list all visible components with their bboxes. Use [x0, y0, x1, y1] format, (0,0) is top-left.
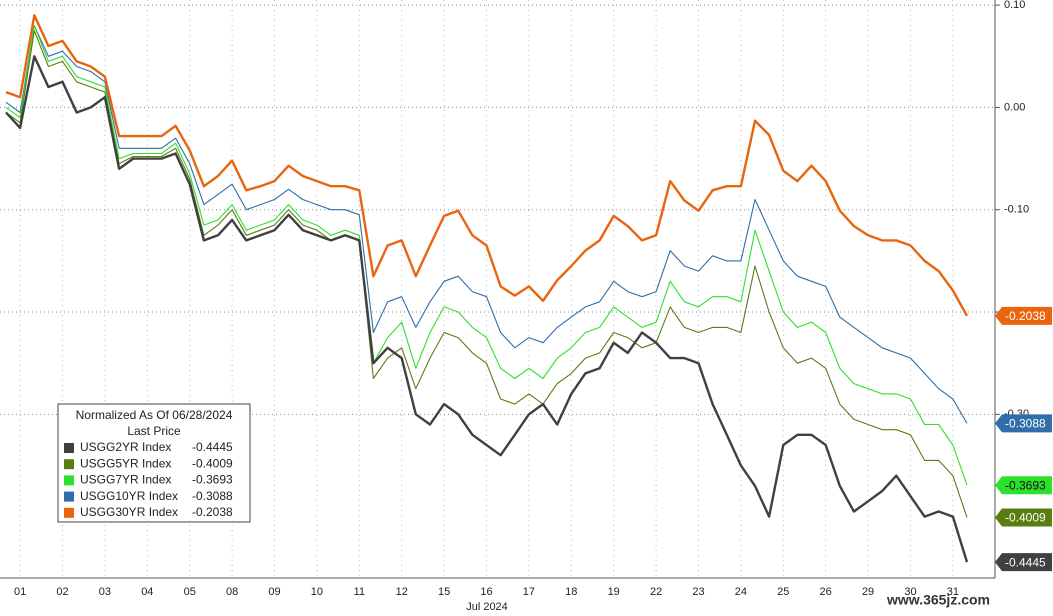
price-tag-label: -0.2038	[1005, 309, 1046, 323]
legend-swatch	[64, 475, 74, 486]
series-line	[5, 25, 968, 424]
legend-label: USGG10YR Index	[80, 489, 178, 503]
x-tick-label: 29	[862, 586, 874, 598]
x-tick-label: 09	[268, 586, 280, 598]
price-tags: -0.4445 -0.4009 -0.3693 -0.3088 -0.2038	[995, 306, 1052, 572]
x-tick-label: 12	[396, 586, 408, 598]
x-tick-label: 26	[820, 586, 832, 598]
x-tick-label: 01	[14, 586, 26, 598]
x-tick-label: 08	[226, 586, 238, 598]
series-line	[5, 30, 968, 518]
x-tick-label: 24	[735, 586, 747, 598]
x-tick-label: 10	[311, 586, 323, 598]
x-tick-label: 03	[99, 586, 111, 598]
x-tick-label: 11	[354, 586, 365, 598]
legend-label: USGG7YR Index	[80, 473, 171, 487]
legend-swatch	[64, 443, 74, 453]
series-line	[5, 14, 969, 317]
legend-value: -0.2038	[192, 505, 233, 519]
legend-subtitle: Last Price	[127, 424, 181, 438]
x-tick-label: 31	[947, 586, 959, 598]
series-line	[5, 25, 968, 486]
price-tag	[995, 553, 1052, 572]
legend-box	[57, 403, 251, 523]
legend-value: -0.3088	[192, 489, 233, 503]
legend-swatch	[64, 491, 74, 502]
price-tag	[995, 414, 1052, 433]
x-axis-label: Jul 2024	[466, 601, 508, 613]
y-tick-label: 0.00	[1004, 101, 1025, 113]
legend-value: -0.3693	[192, 473, 233, 487]
x-tick-label: 02	[56, 586, 68, 598]
x-tick-label: 23	[692, 586, 704, 598]
price-tag-label: -0.4445	[1005, 555, 1046, 569]
grid: 0.100.00-0.10-0.20-0.3001020304050809101…	[0, 0, 1029, 598]
x-tick-label: 25	[777, 586, 789, 598]
x-tick-label: 04	[141, 586, 153, 598]
y-tick-label: 0.10	[1004, 0, 1025, 11]
legend: Normalized As Of 06/28/2024 Last Price U…	[57, 403, 251, 523]
y-tick-label: -0.10	[1004, 204, 1029, 216]
x-tick-label: 16	[480, 586, 492, 598]
legend-label: USGG5YR Index	[80, 456, 171, 470]
x-tick-label: 30	[904, 586, 916, 598]
price-tag-label: -0.4009	[1005, 511, 1046, 525]
legend-swatch	[64, 507, 74, 518]
series-line	[5, 55, 969, 563]
x-tick-label: 19	[608, 586, 620, 598]
price-tag	[995, 306, 1052, 325]
plot	[5, 14, 969, 563]
x-tick-label: 18	[565, 586, 577, 598]
legend-swatch	[64, 459, 74, 470]
x-tick-label: 22	[650, 586, 662, 598]
legend-label: USGG2YR Index	[80, 440, 171, 454]
price-tag-label: -0.3693	[1005, 478, 1046, 492]
legend-title: Normalized As Of 06/28/2024	[76, 408, 233, 422]
legend-label: USGG30YR Index	[80, 505, 178, 519]
x-tick-label: 15	[438, 586, 450, 598]
watermark: www.365jz.com	[886, 592, 990, 608]
legend-value: -0.4009	[192, 456, 233, 470]
price-tag	[995, 508, 1052, 527]
x-tick-label: 17	[523, 586, 535, 598]
legend-value: -0.4445	[192, 440, 233, 454]
x-tick-label: 05	[184, 586, 196, 598]
price-tag-label: -0.3088	[1005, 416, 1046, 430]
price-tag	[995, 476, 1052, 495]
